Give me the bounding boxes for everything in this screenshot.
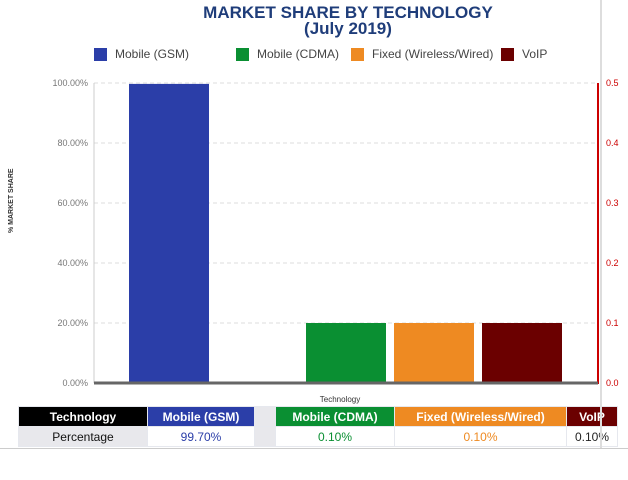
chart-title: MARKET SHARE BY TECHNOLOGY [203, 3, 493, 22]
y-tick-label: 80.00% [57, 138, 88, 148]
legend-item-cdma[interactable]: Mobile (CDMA) [236, 47, 339, 61]
data-table: Technology Mobile (GSM) Mobile (CDMA) Fi… [18, 406, 618, 447]
y2-tick-label: 0.1 [606, 318, 619, 328]
bar-fixed-wireless-wired [394, 323, 474, 383]
table-value-cdma: 0.10% [275, 426, 395, 447]
table-row-label: Percentage [18, 426, 148, 447]
table-header-gsm: Mobile (GSM) [147, 406, 255, 427]
chart-plot: 0.00% 0.0 20.00% 0.1 40.00% 0.2 60.00% 0.3 80.00… [52, 78, 619, 388]
legend-swatch [351, 47, 364, 61]
legend-label: Fixed (Wireless/Wired) [372, 47, 494, 61]
divider [0, 448, 628, 449]
y-tick-label: 0.00% [62, 378, 88, 388]
table-header-cdma: Mobile (CDMA) [275, 406, 395, 427]
table-spacer [254, 426, 276, 447]
y-axis-label: % MARKET SHARE [8, 168, 15, 233]
table-header-label: Technology [18, 406, 148, 427]
legend-label: Mobile (CDMA) [257, 47, 340, 61]
x-axis-label: Technology [319, 395, 361, 404]
y2-tick-label: 0.4 [606, 138, 619, 148]
legend-label: Mobile (GSM) [115, 47, 190, 61]
bar-mobile-cdma [306, 323, 386, 383]
table-header-fixed: Fixed (Wireless/Wired) [394, 406, 567, 427]
legend-swatch [94, 47, 107, 61]
legend-swatch [236, 47, 249, 61]
legend-swatch [501, 47, 514, 61]
table-value-voip: 0.10% [566, 426, 618, 447]
table-header-voip: VoIP [566, 406, 618, 427]
y2-tick-label: 0.0 [606, 378, 619, 388]
legend-item-voip[interactable]: VoIP [501, 47, 547, 61]
chart-subtitle: (July 2019) [304, 19, 392, 38]
y-tick-label: 100.00% [52, 78, 88, 88]
y2-tick-label: 0.3 [606, 198, 619, 208]
y-tick-label: 20.00% [57, 318, 88, 328]
legend-item-fixed[interactable]: Fixed (Wireless/Wired) [351, 47, 493, 61]
legend-label: VoIP [522, 47, 548, 61]
table-value-fixed: 0.10% [394, 426, 567, 447]
table-value-gsm: 99.70% [147, 426, 255, 447]
y-tick-label: 40.00% [57, 258, 88, 268]
bar-mobile-gsm [129, 83, 209, 384]
table-spacer [254, 406, 276, 427]
frame-border [600, 0, 602, 449]
y-tick-label: 60.00% [57, 198, 88, 208]
y2-tick-label: 0.5 [606, 78, 619, 88]
legend-item-gsm[interactable]: Mobile (GSM) [94, 47, 189, 61]
bar-voip [482, 323, 562, 383]
y2-tick-label: 0.2 [606, 258, 619, 268]
